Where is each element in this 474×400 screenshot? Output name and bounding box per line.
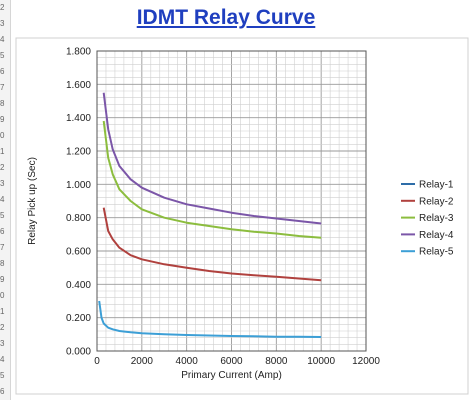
row-number: 9	[0, 116, 5, 124]
row-number: 5	[0, 372, 5, 380]
legend-label[interactable]: Relay-4	[419, 230, 454, 241]
row-number: 0	[0, 132, 5, 140]
series-line-relay-4[interactable]	[102, 92, 322, 225]
x-tick-label: 0	[94, 356, 100, 367]
legend-label[interactable]: Relay-2	[419, 196, 454, 207]
legend-label[interactable]: Relay-1	[419, 180, 454, 191]
series-line-relay-5[interactable]	[98, 300, 322, 338]
y-tick-label: 1.200	[66, 147, 91, 158]
y-tick-label: 1.800	[66, 47, 91, 58]
row-number: 2	[0, 4, 5, 12]
row-number: 1	[0, 308, 5, 316]
row-number: 8	[0, 260, 5, 268]
row-number: 4	[0, 196, 5, 204]
row-number: 2	[0, 164, 5, 172]
row-number: 9	[0, 276, 5, 284]
chart-title-wrap: IDMT Relay Curve	[0, 6, 452, 30]
row-number: 8	[0, 100, 5, 108]
x-tick-label: 6000	[220, 356, 243, 367]
row-number: 4	[0, 356, 5, 364]
plot-border	[96, 50, 367, 352]
y-tick-label: 1.600	[66, 80, 91, 91]
spreadsheet-row-gutter: 2 3 4 5 6 7 8 9 0 1 2 3 4 5 6 7 8 9 0 1 2 3 4 5 6	[0, 0, 11, 400]
x-tick-label: 4000	[176, 356, 199, 367]
row-number: 5	[0, 212, 5, 220]
series-line-relay-2[interactable]	[102, 207, 322, 282]
x-tick-label: 2000	[131, 356, 154, 367]
x-tick-label: 8000	[265, 356, 288, 367]
chart-title[interactable]: IDMT Relay Curve	[136, 6, 316, 29]
row-number: 6	[0, 388, 5, 396]
row-number: 6	[0, 68, 5, 76]
y-tick-label: 0.400	[66, 280, 91, 291]
row-number: 2	[0, 324, 5, 332]
y-tick-label: 1.400	[66, 113, 91, 124]
x-tick-label: 12000	[352, 356, 380, 367]
y-axis-title: Relay Pick up (Sec)	[27, 157, 38, 245]
legend-label[interactable]: Relay-3	[419, 213, 454, 224]
y-tick-label: 0.000	[66, 347, 91, 358]
row-number: 6	[0, 228, 5, 236]
row-number: 1	[0, 148, 5, 156]
y-tick-label: 0.800	[66, 213, 91, 224]
y-tick-label: 0.600	[66, 247, 91, 258]
row-number: 3	[0, 20, 5, 28]
row-number: 7	[0, 244, 5, 252]
row-number: 7	[0, 84, 5, 92]
x-tick-label: 10000	[307, 356, 335, 367]
x-axis-title: Primary Current (Amp)	[181, 370, 282, 381]
y-tick-label: 0.200	[66, 313, 91, 324]
row-number: 3	[0, 180, 5, 188]
legend-label[interactable]: Relay-5	[419, 247, 454, 258]
series-line-relay-3[interactable]	[102, 120, 322, 239]
row-number: 3	[0, 340, 5, 348]
chart-area-border	[15, 37, 469, 395]
row-number: 0	[0, 292, 5, 300]
row-number: 5	[0, 52, 5, 60]
row-number: 4	[0, 36, 5, 44]
y-tick-label: 1.000	[66, 180, 91, 191]
